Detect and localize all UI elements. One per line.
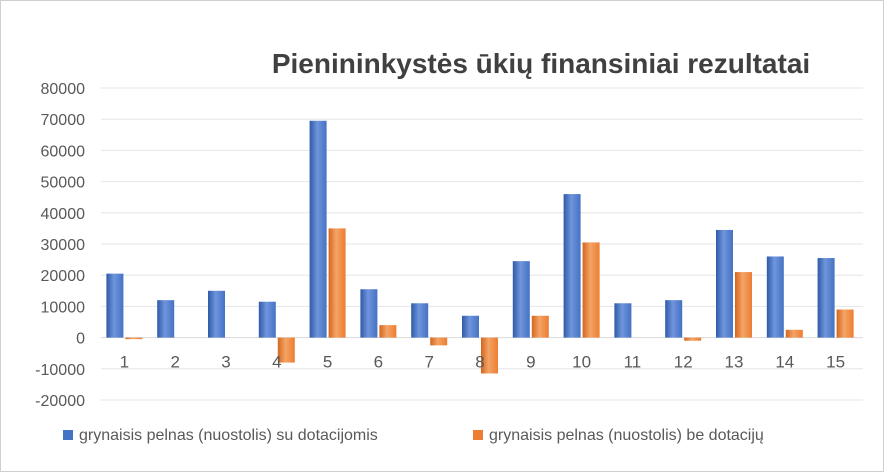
chart-title: Pienininkystės ūkių finansiniai rezultat… <box>272 48 810 79</box>
y-tick-label: 80000 <box>41 81 86 98</box>
x-tick-label: 12 <box>674 353 693 372</box>
y-tick-label: 70000 <box>41 112 86 129</box>
x-tick-label: 1 <box>120 353 129 372</box>
legend-label: grynaisis pelnas (nuostolis) be dotacijų <box>489 427 764 444</box>
bar-su-dotacijomis-11 <box>614 303 632 338</box>
bar-su-dotacijomis-2 <box>157 300 175 338</box>
y-tick-label: -20000 <box>35 393 85 410</box>
legend-label: grynaisis pelnas (nuostolis) su dotacijo… <box>79 427 378 444</box>
y-tick-label: 60000 <box>41 143 86 160</box>
bar-su-dotacijomis-9 <box>512 261 530 338</box>
y-tick-label: 40000 <box>41 206 86 223</box>
legend-swatch <box>473 430 483 440</box>
bar-be-dotaciju-12 <box>684 337 702 341</box>
bar-su-dotacijomis-7 <box>411 303 429 338</box>
bar-su-dotacijomis-10 <box>563 194 581 338</box>
x-tick-label: 7 <box>424 353 433 372</box>
bars-layer <box>106 120 854 374</box>
bar-be-dotaciju-14 <box>785 329 803 338</box>
x-tick-label: 13 <box>725 353 744 372</box>
bar-be-dotaciju-1 <box>125 337 143 340</box>
y-tick-label: -10000 <box>35 362 85 379</box>
y-tick-label: 10000 <box>41 299 86 316</box>
y-tick-label: 50000 <box>41 175 86 192</box>
bar-be-dotaciju-10 <box>582 242 600 338</box>
bar-su-dotacijomis-1 <box>106 273 124 338</box>
x-tick-label: 2 <box>170 353 179 372</box>
y-tick-label: 30000 <box>41 237 86 254</box>
x-tick-label: 3 <box>221 353 230 372</box>
legend-swatch <box>63 430 73 440</box>
bar-su-dotacijomis-4 <box>258 301 276 338</box>
bar-be-dotaciju-6 <box>379 325 397 338</box>
bar-be-dotaciju-13 <box>735 272 752 338</box>
bar-su-dotacijomis-15 <box>817 258 835 338</box>
bar-su-dotacijomis-6 <box>360 289 378 338</box>
x-tick-label: 10 <box>572 353 591 372</box>
x-tick-label: 9 <box>526 353 535 372</box>
y-axis: 80000 70000 60000 50000 40000 30000 20000 10000… <box>35 81 85 410</box>
x-tick-label: 14 <box>775 353 794 372</box>
y-tick-label: 0 <box>76 331 85 348</box>
bar-be-dotaciju-7 <box>430 337 448 346</box>
bar-su-dotacijomis-12 <box>665 300 683 338</box>
bar-be-dotaciju-8 <box>481 337 498 374</box>
x-tick-label: 6 <box>374 353 383 372</box>
x-axis: 1 2 3 4 5 6 7 8 9 10 11 12 13 14 15 <box>120 353 845 372</box>
bar-be-dotaciju-9 <box>531 315 549 338</box>
x-tick-label: 4 <box>272 353 281 372</box>
bar-su-dotacijomis-5 <box>309 120 327 338</box>
x-tick-label: 8 <box>475 353 484 372</box>
bar-su-dotacijomis-8 <box>462 315 479 338</box>
x-tick-label: 5 <box>323 353 332 372</box>
bar-su-dotacijomis-13 <box>716 229 733 338</box>
bar-su-dotacijomis-3 <box>208 290 225 338</box>
bar-be-dotaciju-4 <box>277 337 295 363</box>
x-tick-label: 15 <box>826 353 845 372</box>
legend-item: grynaisis pelnas (nuostolis) be dotacijų <box>473 427 764 444</box>
bar-su-dotacijomis-14 <box>766 256 784 338</box>
legend: grynaisis pelnas (nuostolis) su dotacijo… <box>63 427 764 444</box>
legend-item: grynaisis pelnas (nuostolis) su dotacijo… <box>63 427 378 444</box>
y-tick-label: 20000 <box>41 268 86 285</box>
x-tick-label: 11 <box>624 353 642 372</box>
bar-be-dotaciju-5 <box>328 228 346 338</box>
bar-be-dotaciju-15 <box>836 309 854 338</box>
